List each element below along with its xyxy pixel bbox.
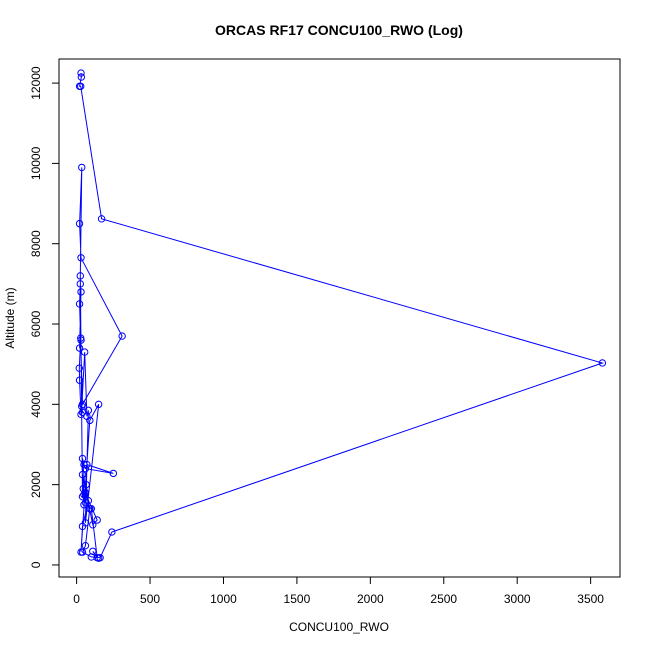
data-point — [75, 300, 84, 308]
data-point — [77, 334, 85, 342]
data-point — [89, 547, 97, 556]
data-point — [75, 219, 84, 228]
series-layer — [75, 69, 607, 562]
y-tick-label-5: 10000 — [29, 146, 43, 180]
y-axis-label: Altitude (m) — [3, 287, 17, 348]
data-point — [86, 416, 94, 425]
x-tick-label-7: 3500 — [577, 592, 604, 606]
y-tick-label-0: 0 — [29, 561, 43, 568]
data-point — [78, 522, 87, 531]
y-axis: 0 2000 4000 6000 8000 10000 12000 — [29, 66, 60, 568]
data-point — [598, 359, 607, 367]
data-point — [89, 521, 97, 529]
x-tick-label-2: 1000 — [210, 592, 237, 606]
data-point — [94, 554, 103, 562]
data-point — [81, 541, 90, 550]
data-point — [77, 548, 85, 556]
data-point — [94, 400, 103, 409]
data-point — [78, 402, 86, 411]
data-point — [80, 490, 88, 499]
data-point — [76, 272, 84, 280]
data-point — [118, 332, 126, 340]
data-point — [77, 82, 85, 91]
data-point — [93, 516, 101, 524]
data-point — [83, 460, 91, 469]
data-point — [76, 280, 84, 288]
data-point — [80, 501, 88, 509]
data-point — [78, 163, 86, 172]
data-point — [77, 254, 85, 262]
x-tick-label-6: 3000 — [504, 592, 531, 606]
y-tick-label-2: 4000 — [29, 391, 43, 418]
data-point — [77, 73, 86, 81]
x-tick-label-4: 2000 — [357, 592, 384, 606]
data-point — [81, 499, 90, 507]
y-tick-label-6: 12000 — [29, 66, 43, 100]
data-point — [81, 464, 90, 473]
data-point — [108, 528, 116, 536]
y-tick-label-4: 8000 — [29, 230, 43, 257]
data-point — [97, 215, 106, 223]
data-point — [77, 69, 85, 77]
x-tick-label-1: 500 — [140, 592, 160, 606]
data-point — [75, 376, 84, 384]
data-point — [109, 469, 118, 478]
y-tick-label-1: 2000 — [29, 471, 43, 498]
x-axis-label: CONCU100_RWO — [289, 620, 389, 634]
data-point — [87, 505, 96, 513]
y-tick-label-3: 6000 — [29, 310, 43, 337]
series-line-0 — [78, 73, 605, 559]
data-point — [75, 344, 84, 352]
chart-title: ORCAS RF17 CONCU100_RWO (Log) — [215, 22, 463, 38]
data-point — [81, 488, 90, 497]
plot-frame — [58, 58, 621, 578]
data-point — [77, 288, 85, 296]
data-point — [81, 348, 89, 356]
x-tick-label-3: 1500 — [284, 592, 311, 606]
data-point — [84, 406, 93, 415]
x-tick-label-0: 0 — [73, 592, 80, 606]
data-point — [75, 364, 83, 372]
data-point — [78, 454, 87, 463]
x-tick-label-5: 2500 — [430, 592, 457, 606]
x-axis: 0 500 1000 1500 2000 2500 3000 3500 — [73, 576, 604, 606]
data-point — [78, 470, 87, 479]
